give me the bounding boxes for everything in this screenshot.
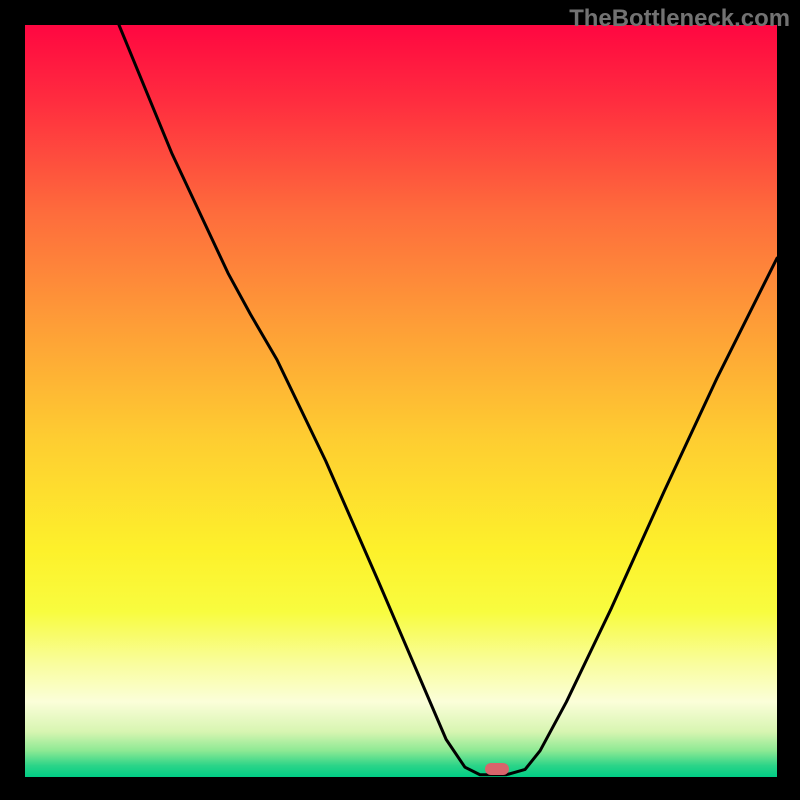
bottleneck-curve xyxy=(25,25,777,777)
plot-area xyxy=(25,25,777,777)
watermark-text: TheBottleneck.com xyxy=(569,5,790,33)
chart-container: TheBottleneck.com xyxy=(0,0,800,800)
optimal-marker xyxy=(485,763,509,775)
